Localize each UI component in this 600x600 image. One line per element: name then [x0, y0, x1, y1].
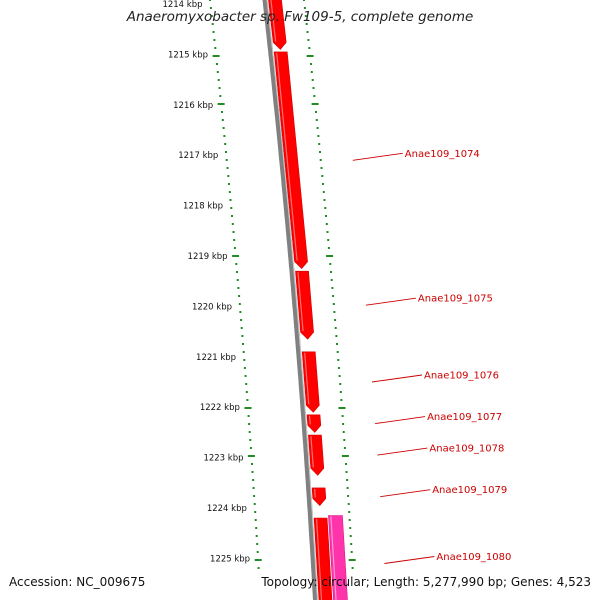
scale-tick-label: 1216 kbp	[173, 101, 213, 111]
gene-highlight	[314, 488, 316, 498]
scale-tick-label: 1215 kbp	[168, 50, 208, 60]
gene-label-connector	[371, 374, 423, 383]
gene-arrow-g1075	[295, 270, 314, 340]
scale-tick-label: 1224 kbp	[207, 504, 247, 514]
scale-tick-labels: 1214 kbp 1215 kbp 1216 kbp 1217 kbp 1218 kbp…	[162, 0, 250, 564]
gene-label-connector	[365, 297, 416, 306]
gene-label: Anae109_1074	[405, 149, 480, 160]
gene-arrow-g1078	[308, 434, 325, 476]
gene-highlight	[276, 52, 298, 261]
gene-label: Anae109_1078	[429, 444, 504, 455]
gene-label-connector	[375, 416, 426, 425]
gene-highlight	[270, 0, 277, 42]
outer-tick-track	[303, 0, 356, 569]
scale-tick-label: 1214 kbp	[162, 0, 202, 10]
accession-text: Accession: NC_009675	[9, 575, 146, 589]
gene-label: Anae109_1079	[432, 485, 507, 496]
backbone-line	[262, 0, 319, 600]
gene-label: Anae109_1076	[424, 371, 499, 382]
gene-highlight	[330, 516, 337, 600]
map-title: Anaeromyxobacter sp. Fw109-5, complete g…	[126, 9, 474, 25]
gene-arrow-g1077	[306, 414, 322, 433]
gene-arrow-g1080b	[328, 515, 348, 600]
gene-labels: Anae109_1074 Anae109_1075 Anae109_1076 Anae…	[352, 149, 511, 564]
gene-highlight	[308, 415, 311, 425]
gene-label: Anae109_1080	[436, 552, 511, 563]
scale-tick-label: 1223 kbp	[203, 454, 243, 464]
gene-arrow-g1079	[311, 487, 327, 506]
scale-tick-label: 1220 kbp	[192, 302, 232, 312]
scale-tick-label: 1222 kbp	[200, 403, 240, 413]
gene-label: Anae109_1075	[418, 294, 493, 305]
gene-highlight	[316, 519, 323, 600]
gene-label: Anae109_1077	[427, 412, 502, 423]
scale-tick-label: 1218 kbp	[183, 202, 223, 212]
gene-label-connector	[380, 489, 431, 498]
gene-label-connector	[384, 556, 435, 564]
scale-tick-label: 1225 kbp	[210, 554, 250, 564]
gene-label-connector	[377, 447, 428, 456]
backbone-highlight	[266, 0, 319, 600]
scale-tick-label: 1221 kbp	[196, 353, 236, 363]
gene-arrow-g1080a	[313, 517, 333, 600]
gene-arrow-g1074	[273, 51, 308, 270]
genome-backbone	[262, 0, 319, 600]
gene-arrow-g1076	[301, 351, 320, 413]
scale-tick-label: 1217 kbp	[178, 151, 218, 161]
gene-label-connector	[352, 152, 403, 161]
gene-highlight	[310, 435, 314, 468]
scale-tick-label: 1219 kbp	[188, 252, 228, 262]
inner-tick-track	[209, 0, 262, 569]
genome-summary-text: Topology: circular; Length: 5,277,990 bp…	[261, 575, 591, 589]
gene-features	[268, 0, 348, 600]
gene-highlight	[297, 272, 304, 332]
gene-highlight	[304, 352, 310, 405]
